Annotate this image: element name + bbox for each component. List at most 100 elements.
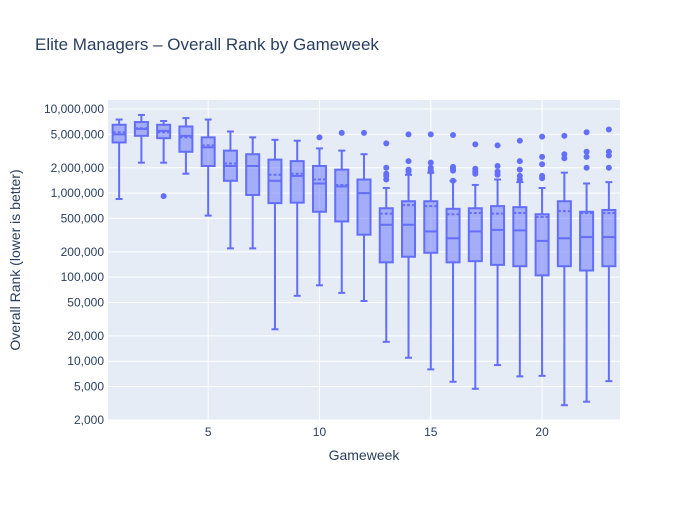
outlier-point bbox=[494, 162, 501, 169]
box-gw-19 bbox=[512, 137, 528, 378]
box-gw-15 bbox=[423, 131, 439, 371]
y-tick-label: 10,000,000 bbox=[44, 102, 104, 116]
iqr-box bbox=[401, 200, 417, 258]
iqr-box bbox=[289, 160, 305, 204]
iqr-box bbox=[579, 210, 595, 272]
iqr-box bbox=[423, 200, 439, 254]
x-tick-label: 10 bbox=[313, 425, 327, 439]
iqr-box bbox=[378, 207, 394, 264]
y-axis-label: Overall Rank (lower is better) bbox=[7, 169, 23, 350]
y-tick-label: 1,000,000 bbox=[51, 186, 105, 200]
iqr-box bbox=[200, 136, 216, 167]
y-tick-label: 10,000 bbox=[67, 354, 104, 368]
box-gw-10 bbox=[311, 134, 327, 287]
outlier-point bbox=[605, 126, 612, 133]
outlier-point bbox=[361, 129, 367, 136]
outlier-point bbox=[383, 176, 390, 183]
outlier-point bbox=[539, 175, 546, 182]
iqr-box bbox=[601, 208, 617, 268]
box-gw-8 bbox=[267, 138, 283, 331]
box-gw-20 bbox=[534, 133, 550, 377]
box-gw-12 bbox=[356, 129, 372, 303]
outlier-point bbox=[160, 193, 167, 200]
box-gw-23 bbox=[601, 126, 617, 383]
outlier-point bbox=[383, 140, 390, 147]
outlier-point bbox=[561, 155, 568, 162]
outlier-point bbox=[338, 129, 345, 136]
x-tick-label: 15 bbox=[424, 425, 438, 439]
y-tick-label: 200,000 bbox=[61, 245, 105, 259]
outlier-point bbox=[427, 131, 434, 138]
x-tick-label: 20 bbox=[535, 425, 549, 439]
box-gw-4 bbox=[178, 117, 194, 175]
box-gw-16 bbox=[445, 132, 461, 383]
box-gw-9 bbox=[289, 139, 305, 297]
iqr-box bbox=[445, 207, 461, 264]
outlier-point bbox=[450, 177, 457, 184]
box-gw-6 bbox=[222, 130, 238, 250]
box-gw-14 bbox=[401, 131, 417, 359]
y-tick-label: 2,000,000 bbox=[51, 161, 105, 175]
outlier-point bbox=[405, 168, 412, 175]
iqr-box bbox=[534, 213, 550, 277]
y-tick-label: 50,000 bbox=[67, 295, 104, 309]
iqr-box bbox=[512, 206, 528, 268]
outlier-point bbox=[605, 164, 612, 171]
y-tick-label: 100,000 bbox=[61, 270, 105, 284]
outlier-point bbox=[450, 132, 457, 139]
y-tick-label: 2,000 bbox=[74, 413, 104, 427]
outlier-point bbox=[605, 152, 612, 159]
outlier-point bbox=[494, 171, 501, 178]
outlier-point bbox=[583, 148, 590, 155]
box-gw-2 bbox=[133, 113, 149, 164]
outlier-point bbox=[427, 168, 434, 175]
outlier-point bbox=[539, 153, 546, 160]
outlier-point bbox=[516, 137, 523, 144]
outlier-point bbox=[427, 159, 434, 166]
box-gw-1 bbox=[111, 118, 127, 201]
y-tick-label: 5,000,000 bbox=[51, 127, 105, 141]
box-gw-22 bbox=[579, 129, 595, 403]
box-gw-3 bbox=[156, 120, 172, 200]
outlier-point bbox=[539, 133, 546, 140]
iqr-box bbox=[245, 153, 261, 196]
outlier-point bbox=[472, 141, 479, 148]
x-axis-label: Gameweek bbox=[329, 447, 401, 463]
box-gw-18 bbox=[490, 142, 506, 367]
outlier-point bbox=[561, 132, 568, 139]
box-gw-5 bbox=[200, 118, 216, 217]
iqr-box bbox=[490, 205, 506, 266]
box-gw-21 bbox=[556, 132, 572, 407]
y-tick-label: 5,000 bbox=[74, 380, 104, 394]
outlier-point bbox=[583, 153, 590, 160]
y-tick-label: 20,000 bbox=[67, 329, 104, 343]
outlier-point bbox=[383, 164, 390, 171]
x-tick-label: 5 bbox=[205, 425, 212, 439]
iqr-box bbox=[467, 207, 483, 263]
iqr-box bbox=[311, 164, 327, 213]
outlier-point bbox=[516, 158, 523, 165]
outlier-point bbox=[316, 134, 323, 141]
chart-title: Elite Managers – Overall Rank by Gamewee… bbox=[35, 35, 379, 54]
outlier-point bbox=[405, 158, 412, 165]
outlier-point bbox=[583, 129, 590, 136]
outlier-point bbox=[516, 166, 523, 173]
iqr-box bbox=[334, 168, 350, 223]
outlier-point bbox=[516, 176, 523, 183]
iqr-box bbox=[356, 178, 372, 236]
box-gw-17 bbox=[467, 141, 483, 390]
y-tick-label: 500,000 bbox=[61, 211, 105, 225]
outlier-point bbox=[405, 131, 412, 138]
outlier-point bbox=[539, 161, 546, 168]
box-gw-11 bbox=[334, 129, 350, 294]
iqr-box bbox=[178, 125, 194, 153]
iqr-box bbox=[556, 200, 572, 268]
box-gw-7 bbox=[245, 136, 261, 250]
outlier-point bbox=[494, 142, 501, 149]
outlier-point bbox=[583, 164, 590, 171]
outlier-point bbox=[472, 170, 479, 177]
outlier-point bbox=[450, 167, 457, 174]
box-gw-13 bbox=[378, 140, 394, 343]
